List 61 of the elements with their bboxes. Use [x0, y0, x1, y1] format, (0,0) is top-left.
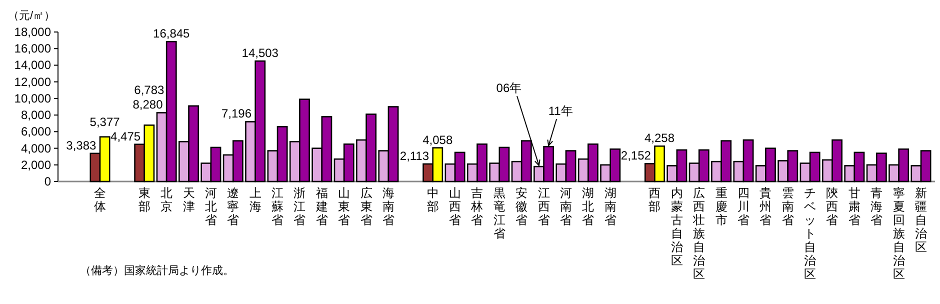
x-tick-label: 内蒙古自治区 [670, 186, 683, 268]
x-tick-label: 東部 [138, 186, 150, 214]
y-tick-label: 14,000 [14, 58, 52, 72]
x-tick-label: 全体 [94, 186, 106, 214]
x-tick-label: 甘粛省 [848, 186, 860, 227]
x-tick-label: 四川省 [737, 186, 750, 227]
x-tick-label: 吉林省 [470, 186, 484, 227]
y-tick-label: 0 [44, 174, 52, 188]
data-label: 6,783 [134, 83, 165, 98]
x-tick-label: 上海 [249, 186, 262, 214]
y-axis-title: （元/㎡） [8, 10, 56, 22]
x-tick-label: 黒竜江省 [493, 186, 506, 240]
x-tick-label: 海南省 [382, 186, 394, 227]
x-tick-label: 中部 [426, 186, 439, 214]
text: （備考）国家統計局より作成。 [80, 264, 234, 277]
y-tick-label: 2,000 [20, 158, 52, 172]
data-label: 4,475 [110, 129, 141, 144]
x-tick-label: 浙江省 [294, 186, 306, 227]
y-tick-label: 12,000 [14, 74, 52, 89]
y-tick-label: 18,000 [14, 25, 52, 39]
y-tick-label: 10,000 [14, 91, 52, 106]
data-label: 16,845 [153, 26, 190, 41]
x-tick-label: 重慶市 [715, 186, 728, 227]
data-label: 4,058 [422, 132, 453, 147]
data-label: 2,113 [400, 148, 430, 163]
x-tick-label: 天津 [182, 186, 195, 214]
x-tick-label: 湖南省 [604, 186, 616, 227]
y-tick-label: 4,000 [20, 141, 52, 156]
data-label: 4,258 [644, 131, 675, 146]
x-tick-label: 山西省 [449, 186, 462, 227]
x-tick-label: チベット自治区 [804, 186, 816, 281]
x-tick-label: 陝西省 [826, 186, 838, 227]
y-tick-label: 16,000 [14, 42, 52, 56]
data-label: 5,377 [90, 114, 120, 129]
x-tick-label: 新疆自治区 [915, 186, 927, 254]
data-label: 7,196 [221, 106, 252, 121]
data-label: 2,152 [620, 148, 652, 163]
x-tick-label: 北京 [160, 186, 173, 214]
x-tick-label: 河南省 [560, 186, 572, 227]
x-tick-label: 雲南省 [782, 186, 794, 227]
text: 11年 [548, 104, 573, 118]
x-tick-label: 貴州省 [760, 186, 772, 227]
x-tick-label: 安徽省 [516, 186, 528, 227]
data-label: 3,383 [66, 138, 97, 152]
x-tick-label: 広東省 [360, 186, 372, 227]
x-tick-label: 山東省 [338, 186, 350, 227]
x-tick-label: 遼寧省 [227, 186, 240, 227]
x-tick-label: 江蘇省 [272, 186, 284, 227]
data-label: 8,280 [132, 98, 164, 112]
x-tick-label: 西部 [648, 186, 661, 214]
data-label: 14,503 [242, 46, 279, 60]
x-tick-label: 湖北省 [582, 186, 594, 227]
x-tick-label: 広西壮族自治区 [692, 186, 706, 281]
x-tick-label: 江西省 [538, 186, 550, 227]
y-tick-label: 8,000 [20, 108, 52, 122]
x-tick-label: 寧夏回族自治区 [892, 186, 905, 281]
x-tick-label: 福建省 [314, 186, 328, 227]
y-tick-label: 6,000 [20, 124, 52, 139]
x-tick-label: 青海省 [870, 186, 883, 227]
x-tick-label: 河北省 [204, 186, 217, 227]
text: 06年 [496, 81, 522, 95]
